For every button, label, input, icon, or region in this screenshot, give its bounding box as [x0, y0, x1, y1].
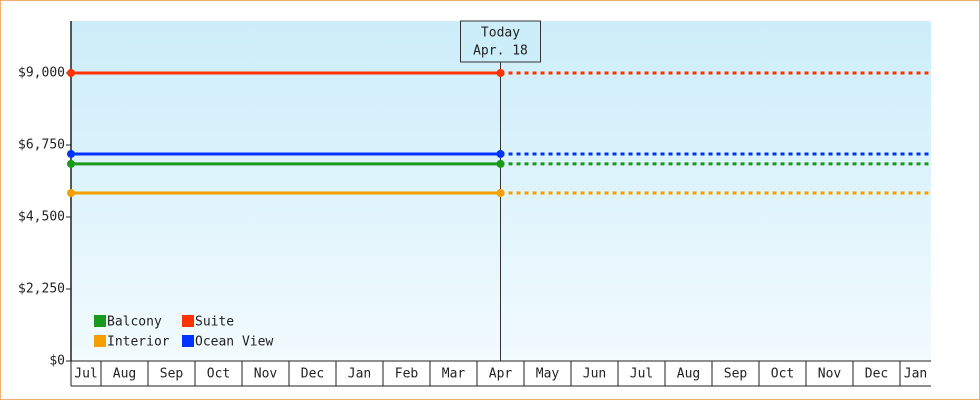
x-tick-label: Jan [348, 367, 371, 382]
series-start-dot [67, 159, 75, 168]
series-today-dot [496, 69, 505, 77]
series-today-dot [496, 189, 505, 197]
x-tick-label: Dec [865, 367, 888, 382]
legend-swatch [94, 315, 106, 327]
y-tick-label: $6,750 [18, 138, 65, 153]
legend-label: Ocean View [195, 335, 273, 350]
series-start-dot [67, 189, 75, 197]
x-tick-label: Apr [489, 367, 513, 382]
x-tick-label: Jul [630, 367, 653, 382]
x-tick-label: Aug [113, 367, 136, 382]
y-tick-label: $2,250 [18, 282, 65, 297]
today-date: Apr. 18 [473, 44, 528, 59]
x-tick-label: Dec [301, 367, 324, 382]
x-tick-label: Oct [771, 367, 794, 382]
legend-label: Suite [195, 315, 234, 330]
x-tick-label: Sep [724, 367, 748, 382]
x-tick-label: Jul [74, 367, 97, 382]
x-tick-label: Jan [904, 367, 927, 382]
y-tick-label: $0 [49, 354, 65, 369]
x-tick-label: Mar [442, 367, 466, 382]
legend-swatch [182, 315, 194, 327]
series-today-dot [496, 159, 505, 168]
x-tick-label: Nov [254, 367, 278, 382]
x-tick-label: Aug [677, 367, 700, 382]
today-box [460, 20, 541, 63]
today-label: Today [481, 26, 520, 41]
series-start-dot [67, 69, 75, 77]
x-tick-label: Nov [818, 367, 842, 382]
legend-label: Balcony [107, 315, 162, 330]
y-tick-label: $9,000 [18, 66, 65, 81]
legend-swatch [182, 335, 194, 347]
x-tick-label: May [536, 367, 560, 382]
series-start-dot [67, 149, 75, 158]
x-tick-label: Jun [583, 367, 606, 382]
x-tick-label: Sep [160, 367, 184, 382]
x-tick-label: Feb [395, 367, 419, 382]
legend-swatch [94, 335, 106, 347]
series-today-dot [496, 149, 505, 158]
legend-label: Interior [107, 335, 170, 350]
y-tick-label: $4,500 [18, 210, 65, 225]
x-tick-label: Oct [207, 367, 230, 382]
